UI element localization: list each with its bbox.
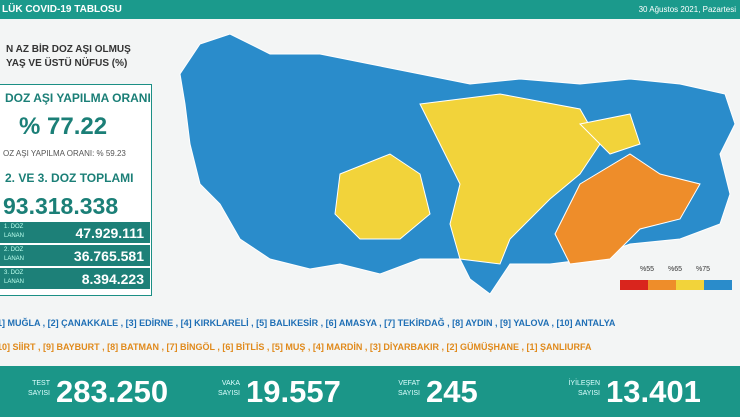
stat-value: 283.250 xyxy=(56,374,169,409)
stat-label: VEFAT xyxy=(398,380,420,387)
legend-label: %65 xyxy=(668,266,683,273)
second-rate: OZ AŞI YAPILMA ORANI: % 59.23 xyxy=(3,149,126,158)
bottom-list: [10] SİİRT , [9] BAYBURT , [8] BATMAN , … xyxy=(0,342,592,352)
heading: N AZ BİR DOZ AŞI OLMUŞ xyxy=(6,44,131,55)
heading: YAŞ VE ÜSTÜ NÜFUS (%) xyxy=(6,58,128,69)
dose-sub: LANAN xyxy=(4,279,25,285)
stat-label: TEST xyxy=(32,380,50,387)
legend-label: %55 xyxy=(640,266,655,273)
stat-label: İYİLEŞEN xyxy=(568,380,600,387)
dose-row: 3. DOZ LANAN 8.394.223 xyxy=(0,268,150,289)
stats-bar: TEST SAYISI 283.250 VAKA SAYISI 19.557 VEFAT SA… xyxy=(0,366,740,417)
dose-sub: LANAN xyxy=(4,233,25,239)
stat-value: 13.401 xyxy=(606,374,701,409)
legend-swatch xyxy=(704,280,732,290)
date: 30 Ağustos 2021, Pazartesi xyxy=(638,5,736,14)
stat-value: 19.557 xyxy=(246,374,341,409)
rate: % 77.22 xyxy=(19,113,108,140)
stat-label: SAYISI xyxy=(577,390,600,397)
rate-label: DOZ AŞI YAPILMA ORANI xyxy=(5,91,151,105)
dose-label: 1. DOZ xyxy=(4,224,24,230)
legend-swatch xyxy=(648,280,676,290)
title: LÜK COVID-19 TABLOSU xyxy=(2,4,122,15)
legend-label: %75 xyxy=(696,266,711,273)
dose-value: 36.765.581 xyxy=(73,248,144,264)
total-label: 2. VE 3. DOZ TOPLAMI xyxy=(5,171,134,185)
dose-value: 47.929.111 xyxy=(75,225,144,241)
region xyxy=(554,153,701,265)
stat-value: 245 xyxy=(426,374,478,409)
region xyxy=(334,153,431,240)
stat-label: SAYISI xyxy=(27,390,50,397)
legend: %55 %65 %75 xyxy=(620,262,735,292)
dose-label: 3. DOZ xyxy=(4,270,24,276)
dose-row: 2. DOZ LANAN 36.765.581 xyxy=(0,245,150,266)
legend-swatch xyxy=(676,280,704,290)
region xyxy=(419,93,601,265)
dose-label: 2. DOZ xyxy=(4,247,24,253)
header: LÜK COVID-19 TABLOSU 30 Ağustos 2021, Pa… xyxy=(0,0,740,19)
legend-swatch xyxy=(620,280,648,290)
top-list: [1] MUĞLA , [2] ÇANAKKALE , [3] EDİRNE ,… xyxy=(0,318,616,328)
stat-label: SAYISI xyxy=(397,390,420,397)
dose-value: 8.394.223 xyxy=(81,271,144,287)
total: 93.318.338 xyxy=(3,193,119,219)
dose-sub: LANAN xyxy=(4,256,25,262)
map xyxy=(179,33,736,295)
stat-label: VAKA xyxy=(221,380,240,387)
stat-label: SAYISI xyxy=(217,390,240,397)
dose-row: 1. DOZ LANAN 47.929.111 xyxy=(0,222,150,243)
region xyxy=(578,113,641,155)
